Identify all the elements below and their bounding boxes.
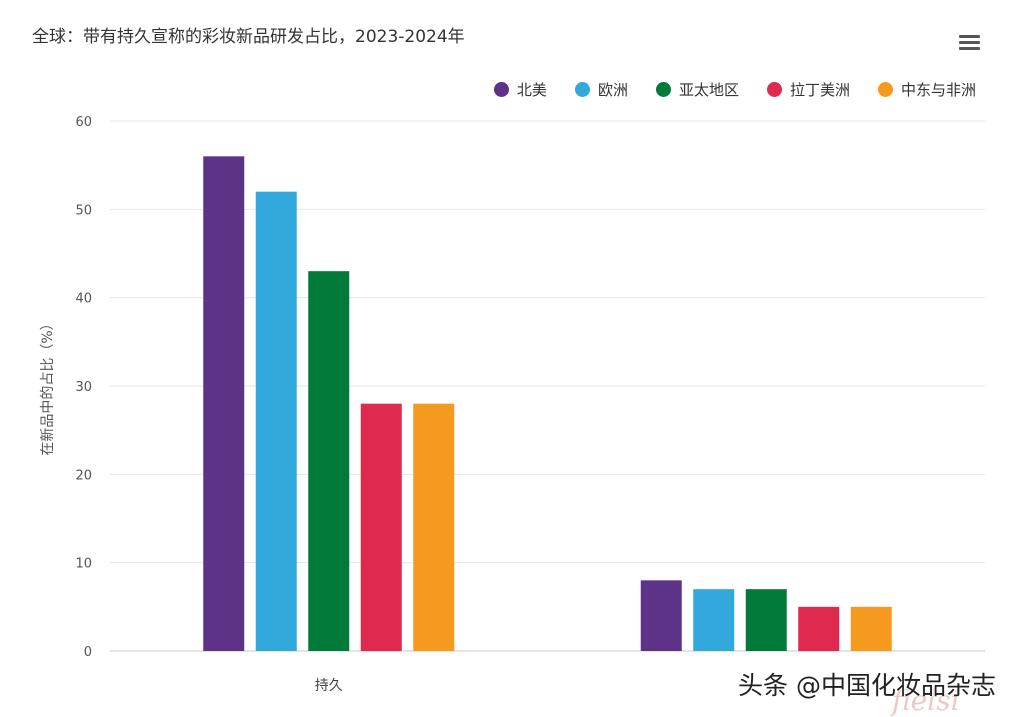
y-tick-label: 10 — [75, 557, 92, 572]
legend-item[interactable]: 北美 — [493, 79, 547, 100]
bar — [640, 580, 682, 651]
watermark: 头条 @中国化妆品杂志 — [738, 671, 996, 700]
legend-label: 亚太地区 — [678, 81, 739, 99]
bar — [413, 403, 455, 651]
bar — [360, 403, 402, 651]
y-tick-label: 20 — [75, 468, 92, 483]
legend-item[interactable]: 亚太地区 — [655, 79, 739, 100]
legend-label: 北美 — [516, 81, 547, 99]
x-tick-label: 持久 — [315, 678, 343, 694]
legend-label: 中东与非洲 — [900, 81, 976, 99]
bar — [203, 156, 245, 652]
y-tick-label: 40 — [75, 292, 92, 307]
y-tick-label: 30 — [75, 380, 92, 395]
y-tick-label: 0 — [84, 645, 92, 660]
legend-label: 拉丁美洲 — [789, 81, 850, 99]
bar — [308, 271, 350, 651]
legend-item[interactable]: 中东与非洲 — [877, 79, 976, 100]
legend-label: 欧洲 — [597, 81, 628, 99]
watermark-ghost-text: fielsi — [892, 684, 960, 717]
chart-title: 全球：带有持久宣称的彩妆新品研发占比，2023-2024年 — [32, 27, 465, 47]
y-tick-label: 60 — [75, 115, 92, 130]
bar — [255, 191, 297, 651]
legend-marker — [655, 82, 671, 97]
legend-marker — [493, 82, 509, 97]
y-axis-label: 在新品中的占比（%） — [40, 316, 56, 455]
bar — [693, 589, 735, 651]
legend-item[interactable]: 拉丁美洲 — [766, 79, 850, 100]
bar — [850, 606, 892, 651]
legend-marker — [877, 82, 893, 97]
hamburger-menu-icon[interactable] — [950, 26, 988, 60]
y-tick-label: 50 — [75, 203, 92, 218]
legend-item[interactable]: 欧洲 — [574, 79, 628, 100]
legend-marker — [574, 82, 590, 97]
bar — [798, 606, 840, 651]
legend-marker — [766, 82, 782, 97]
bar — [745, 589, 787, 651]
legend: 北美 欧洲 亚太地区 拉丁美洲 中东与非洲 — [493, 79, 976, 100]
